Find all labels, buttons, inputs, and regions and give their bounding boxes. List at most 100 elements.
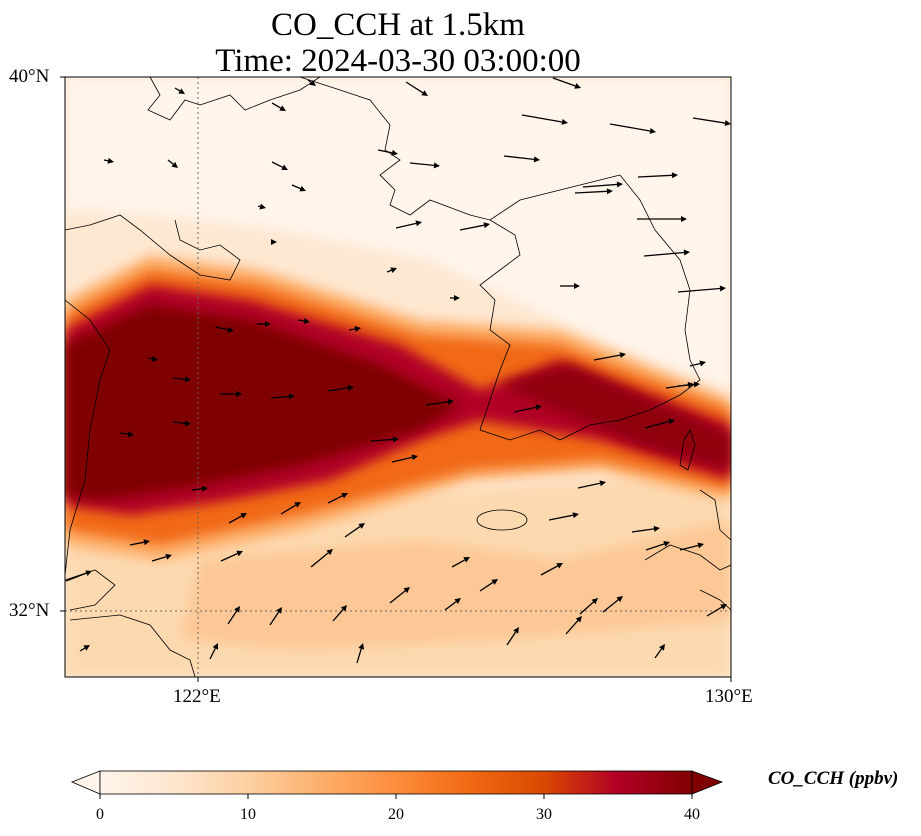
wind-arrow bbox=[677, 285, 726, 293]
wind-arrow bbox=[151, 553, 172, 562]
wind-arrow bbox=[147, 355, 158, 362]
wind-arrow bbox=[327, 493, 348, 504]
colorbar bbox=[70, 770, 724, 799]
wind-arrow bbox=[269, 607, 282, 626]
wind-arrow bbox=[191, 485, 208, 492]
colorbar-tick-label-10: 10 bbox=[240, 806, 256, 823]
wind-arrow bbox=[574, 188, 613, 195]
wind-arrow bbox=[679, 542, 704, 551]
wind-arrow bbox=[220, 391, 242, 397]
wind-vectors bbox=[65, 77, 731, 664]
gridlines bbox=[65, 77, 731, 677]
coast-bohai-north bbox=[299, 77, 621, 221]
wind-arrow bbox=[271, 161, 288, 170]
wind-arrow bbox=[389, 587, 410, 604]
wind-arrow bbox=[228, 513, 247, 524]
coastlines bbox=[65, 77, 731, 677]
wind-arrow bbox=[444, 598, 461, 611]
wind-arrow bbox=[548, 512, 579, 521]
wind-arrow bbox=[307, 79, 316, 86]
wind-arrow bbox=[677, 381, 700, 388]
wind-arrow bbox=[405, 81, 428, 96]
wind-arrow bbox=[540, 563, 563, 576]
title-line-1: CO_CCH at 1.5km bbox=[271, 7, 525, 43]
lon-tick-label-122: 122°E bbox=[173, 686, 221, 707]
coast-liaodong bbox=[147, 77, 321, 121]
wind-arrow bbox=[644, 418, 675, 429]
wind-arrow bbox=[377, 149, 398, 156]
wind-arrow bbox=[271, 239, 277, 245]
wind-arrow bbox=[565, 616, 582, 635]
wind-arrow bbox=[209, 643, 218, 660]
wind-arrow bbox=[344, 523, 365, 538]
wind-arrow bbox=[409, 162, 440, 169]
wind-arrow bbox=[257, 321, 271, 327]
wind-arrow bbox=[79, 645, 90, 652]
wind-arrow bbox=[451, 557, 470, 568]
wind-arrow bbox=[609, 123, 656, 134]
wind-arrow bbox=[560, 283, 580, 289]
wind-arrow bbox=[450, 295, 460, 301]
coast-jiangsu bbox=[65, 299, 111, 576]
colorbar-body bbox=[99, 770, 693, 795]
wind-arrow bbox=[215, 326, 234, 333]
wind-arrow bbox=[706, 604, 727, 617]
colorbar-tick-label-30: 30 bbox=[536, 806, 552, 823]
colorbar-tick-label-40: 40 bbox=[684, 806, 700, 823]
colorbar-tick-label-0: 0 bbox=[96, 806, 104, 823]
wind-arrow bbox=[65, 570, 92, 582]
wind-arrow bbox=[521, 114, 568, 125]
wind-arrow bbox=[280, 502, 301, 515]
wind-arrow bbox=[129, 539, 150, 546]
lat-tick-label-40: 40°N bbox=[9, 66, 50, 87]
wind-arrow bbox=[637, 216, 687, 222]
wind-arrow bbox=[348, 326, 361, 332]
wind-arrow bbox=[257, 203, 266, 210]
wind-arrow bbox=[479, 579, 498, 592]
wind-arrow bbox=[119, 431, 134, 438]
wind-arrow bbox=[689, 360, 706, 367]
wind-arrow bbox=[167, 159, 178, 168]
axis-ticks bbox=[60, 76, 732, 682]
wind-arrow bbox=[291, 184, 306, 192]
wind-arrow bbox=[310, 549, 333, 568]
wind-arrow bbox=[220, 550, 243, 562]
wind-arrow bbox=[631, 525, 660, 533]
colorbar-label: CO_CCH (ppbv) bbox=[768, 768, 899, 789]
wind-arrow bbox=[692, 117, 731, 127]
wind-arrow bbox=[172, 376, 191, 383]
wind-arrow bbox=[577, 480, 606, 489]
wind-arrow bbox=[297, 318, 310, 324]
wind-arrow bbox=[579, 598, 598, 615]
wind-arrow bbox=[227, 606, 240, 625]
coast-korea-east bbox=[619, 174, 701, 381]
wind-arrow bbox=[582, 181, 623, 188]
wind-arrow bbox=[425, 398, 454, 406]
wind-arrow bbox=[645, 541, 670, 551]
coast-kyushu bbox=[644, 489, 731, 611]
wind-arrow bbox=[506, 627, 519, 646]
wind-arrow bbox=[503, 155, 540, 163]
wind-arrow bbox=[271, 102, 286, 111]
map-frame bbox=[64, 76, 732, 678]
wind-arrow bbox=[593, 352, 626, 361]
wind-arrow bbox=[637, 172, 678, 179]
wind-arrow bbox=[370, 436, 399, 443]
title-line-2: Time: 2024-03-30 03:00:00 bbox=[215, 43, 581, 79]
wind-arrow bbox=[327, 384, 354, 392]
coast-tsushima bbox=[679, 429, 696, 471]
wind-arrow bbox=[391, 454, 418, 463]
coast-jeju bbox=[476, 509, 528, 531]
wind-arrow bbox=[386, 267, 397, 274]
concentration-field bbox=[65, 77, 731, 677]
lon-tick-label-130: 130°E bbox=[705, 686, 753, 707]
wind-arrow bbox=[103, 157, 114, 164]
wind-arrow bbox=[395, 220, 422, 229]
wind-arrow bbox=[270, 393, 295, 400]
wind-arrow bbox=[332, 605, 347, 622]
colorbar-over-extend bbox=[691, 770, 724, 795]
wind-arrow bbox=[552, 77, 581, 89]
coast-korea-west bbox=[479, 219, 521, 431]
